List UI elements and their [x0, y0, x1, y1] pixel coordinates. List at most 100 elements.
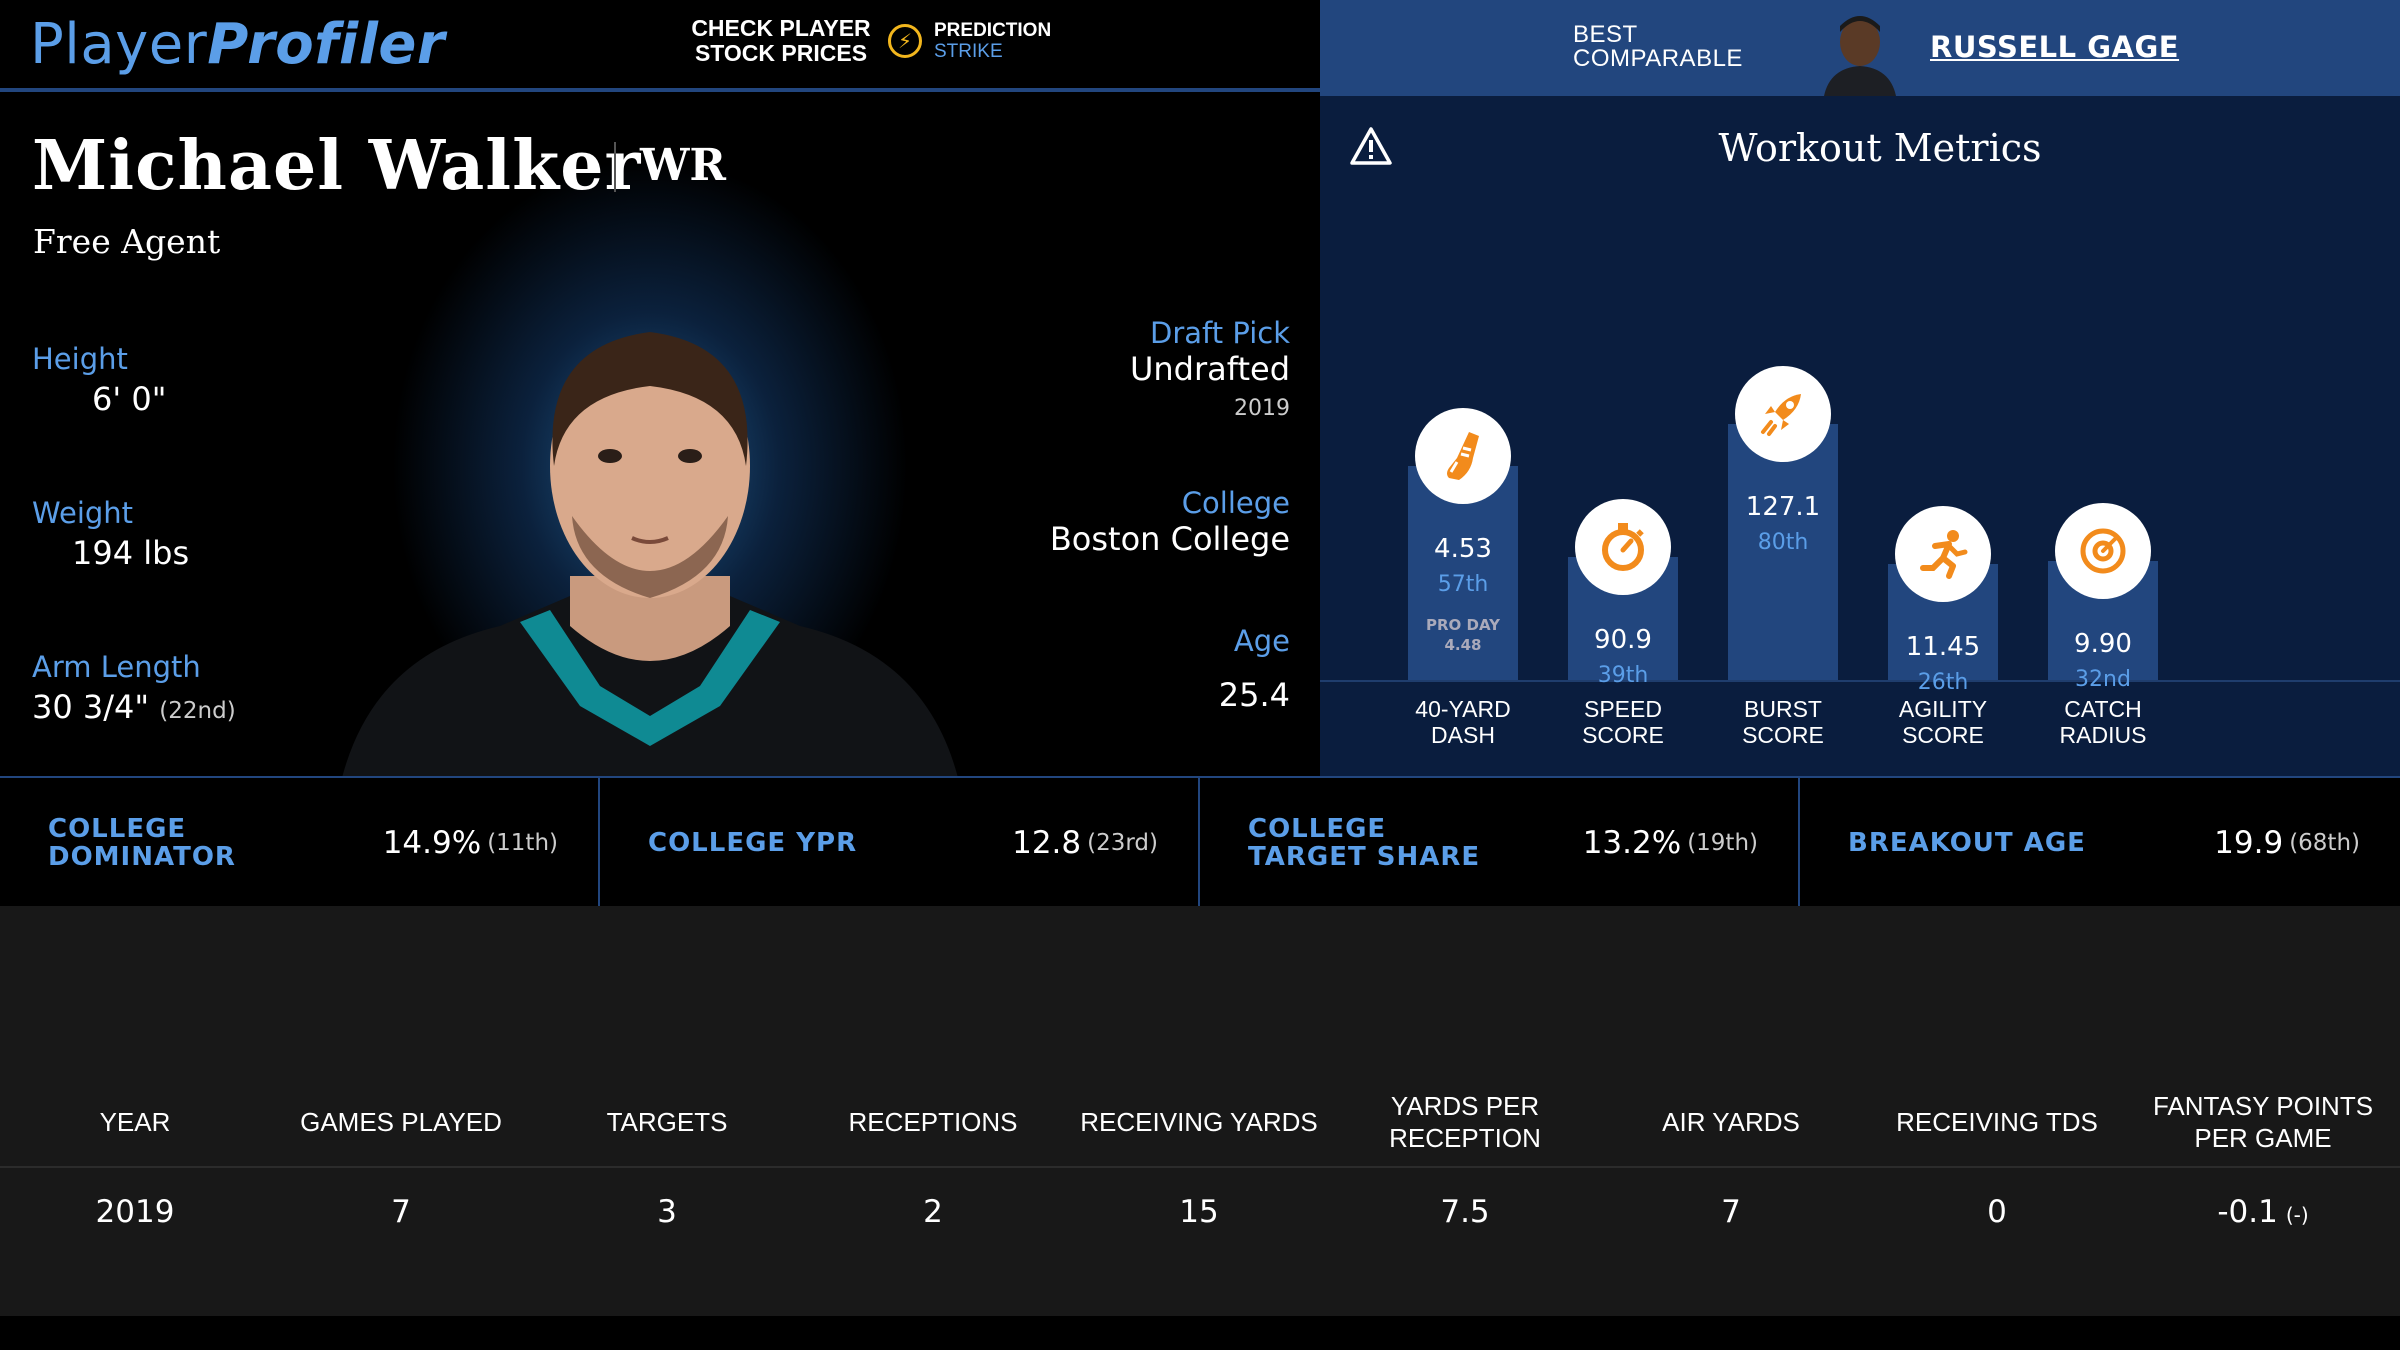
bar-percentile: 39th: [1597, 662, 1649, 688]
bar-percentile: 26th: [1917, 670, 1969, 696]
draft-pick-value: Undrafted: [1129, 350, 1290, 388]
age-label: Age: [1233, 624, 1290, 658]
bar-value: 4.53: [1434, 533, 1492, 564]
bar-value: 9.90: [2074, 628, 2132, 659]
draft-year: 2019: [1234, 396, 1290, 421]
player-team: Free Agent: [33, 222, 221, 261]
stat-college-ypr[interactable]: COLLEGE YPR 12.8 (23rd): [600, 778, 1200, 908]
stat-rank: (11th): [487, 830, 558, 856]
label-speed-score: SPEED SCORE: [1582, 696, 1664, 748]
table-row: 2019 7 3 2 15 7.5 7 0 -0.1 (-): [0, 1170, 2400, 1254]
cell-year: 2019: [95, 1194, 175, 1230]
age-value: 25.4: [1218, 676, 1290, 714]
shoe-icon: [1415, 407, 1511, 504]
stat-number: 19.9: [2214, 825, 2284, 861]
chart-baseline: [1320, 680, 2400, 682]
pro-day-label: PRO DAY: [1425, 615, 1500, 634]
stat-value: 13.2% (19th): [1583, 778, 1758, 908]
cell-receptions: 2: [923, 1194, 943, 1230]
bar-burst-score[interactable]: 127.1 80th: [1728, 424, 1838, 680]
fppg-rank: (-): [2285, 1203, 2309, 1227]
stat-number: 14.9%: [382, 825, 482, 861]
cell-air-yards: 7: [1721, 1194, 1741, 1230]
col-yards-per-reception[interactable]: YARDS PER RECEPTION: [1389, 1091, 1541, 1153]
bar-40-yard-dash[interactable]: 4.53 57th PRO DAY 4.48: [1408, 465, 1518, 680]
stat-value: 19.9 (68th): [2214, 778, 2360, 908]
stopwatch-icon: [1575, 498, 1671, 595]
comparable-avatar[interactable]: [1820, 6, 1900, 96]
player-panel: Michael Walker WR Free Agent Height 6' 0…: [0, 96, 1320, 776]
stat-rank: (19th): [1687, 830, 1758, 856]
bar-value: 127.1: [1745, 492, 1821, 522]
rocket-icon: [1735, 366, 1831, 462]
stats-table: YEAR GAMES PLAYED TARGETS RECEPTIONS REC…: [0, 906, 2400, 1316]
label-catch-radius: CATCH RADIUS: [2059, 696, 2147, 748]
col-receiving-tds[interactable]: RECEIVING TDS: [1896, 1107, 2098, 1137]
bar-percentile: 32nd: [2075, 666, 2131, 692]
draft-pick-label: Draft Pick: [1150, 316, 1290, 350]
cell-yards-per-reception: 7.5: [1440, 1194, 1490, 1230]
stat-breakout-age[interactable]: BREAKOUT AGE 19.9 (68th): [1800, 778, 2400, 908]
label-40-yard-dash: 40-YARD DASH: [1415, 696, 1511, 748]
logo-part1: Player: [30, 12, 208, 77]
player-name: Michael Walker: [32, 126, 642, 206]
stat-label: COLLEGE YPR: [648, 828, 858, 858]
stat-label: COLLEGE TARGET SHARE: [1248, 814, 1481, 872]
best-comparable-label: BEST COMPARABLE: [1573, 21, 1743, 72]
college-stats-bar: COLLEGE DOMINATOR 14.9% (11th) COLLEGE YP…: [0, 776, 2400, 908]
col-receptions[interactable]: RECEPTIONS: [848, 1107, 1018, 1137]
lightning-icon: ⚡: [888, 24, 922, 58]
table-header: YEAR GAMES PLAYED TARGETS RECEPTIONS REC…: [0, 1076, 2400, 1168]
site-logo[interactable]: PlayerProfiler: [30, 12, 445, 77]
logo-part2: Profiler: [207, 12, 446, 77]
bar-percentile: 80th: [1757, 530, 1809, 555]
label-agility-score: AGILITY SCORE: [1898, 696, 1988, 748]
promo-brand: PREDICTION STRIKE: [934, 20, 1051, 62]
bar-value: 11.45: [1905, 632, 1981, 663]
promo-brand-name: PREDICTION: [934, 20, 1052, 41]
pro-day-value: 4.48: [1444, 635, 1482, 654]
warning-icon[interactable]: [1350, 126, 1392, 166]
workout-metrics-panel: Workout Metrics 4.53 57th PRO DAY 4.48 4…: [1320, 96, 2400, 776]
player-position: WR: [640, 140, 726, 191]
cell-receiving-tds: 0: [1987, 1194, 2007, 1230]
top-bar: PlayerProfiler CHECK PLAYER STOCK PRICES…: [0, 0, 1320, 92]
cell-fantasy-points-per-game: -0.1 (-): [2130, 1170, 2396, 1254]
col-targets[interactable]: TARGETS: [606, 1107, 728, 1137]
arm-length-number: 30 3/4": [32, 688, 150, 726]
bar-percentile: 57th: [1437, 571, 1489, 597]
label-burst-score: BURST SCORE: [1742, 696, 1824, 748]
workout-title: Workout Metrics: [1718, 126, 2042, 170]
bar-value: 90.9: [1594, 624, 1652, 655]
name-divider: [614, 142, 616, 192]
stat-college-target-share[interactable]: COLLEGE TARGET SHARE 13.2% (19th): [1200, 778, 1800, 908]
col-receiving-yards[interactable]: RECEIVING YARDS: [1080, 1107, 1318, 1137]
best-comparable-link[interactable]: RUSSELL GAGE: [1930, 30, 2180, 64]
stat-label: BREAKOUT AGE: [1848, 828, 2086, 858]
fppg-value: -0.1: [2217, 1194, 2278, 1230]
arm-length-rank: (22nd): [159, 698, 236, 724]
best-comparable-bar: BEST COMPARABLE RUSSELL GAGE: [1320, 0, 2400, 96]
height-value: 6' 0": [92, 380, 167, 418]
stat-value: 14.9% (11th): [383, 778, 558, 908]
footer-bar: [0, 1316, 2400, 1350]
target-icon: [2055, 502, 2151, 599]
weight-value: 194 lbs: [72, 534, 190, 572]
college-label: College: [1181, 486, 1290, 520]
stat-number: 13.2%: [1582, 825, 1682, 861]
cell-games-played: 7: [391, 1194, 411, 1230]
promo-banner[interactable]: CHECK PLAYER STOCK PRICES ⚡ PREDICTION S…: [686, 16, 1051, 66]
cell-targets: 3: [657, 1194, 677, 1230]
player-photo: [342, 332, 958, 776]
col-fantasy-points-per-game[interactable]: FANTASY POINTS PER GAME: [2152, 1091, 2374, 1153]
col-games-played[interactable]: GAMES PLAYED: [300, 1107, 502, 1137]
col-air-yards[interactable]: AIR YARDS: [1662, 1107, 1800, 1137]
height-label: Height: [32, 342, 128, 376]
stat-college-dominator[interactable]: COLLEGE DOMINATOR 14.9% (11th): [0, 778, 600, 908]
arm-length-label: Arm Length: [32, 650, 201, 684]
stat-rank: (68th): [2289, 830, 2360, 856]
runner-icon: [1895, 506, 1991, 603]
college-value: Boston College: [1049, 520, 1290, 558]
cell-receiving-yards: 15: [1179, 1194, 1219, 1230]
col-year[interactable]: YEAR: [99, 1107, 171, 1137]
